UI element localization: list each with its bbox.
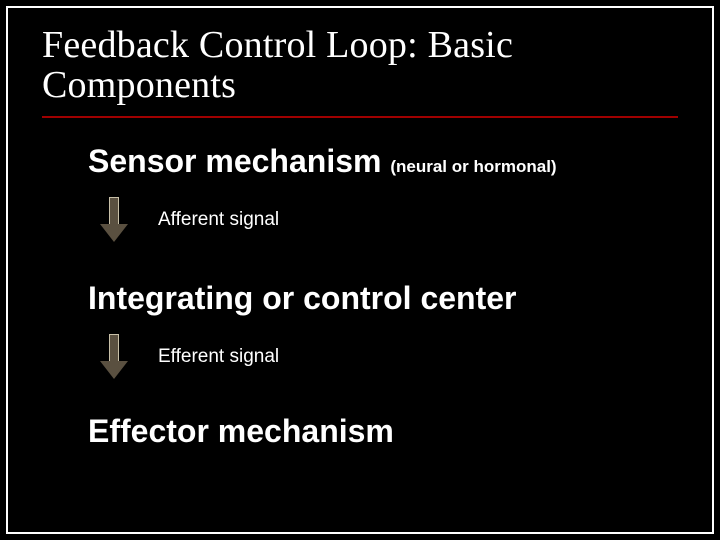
down-arrow-icon (100, 334, 128, 380)
down-arrow-icon (100, 197, 128, 243)
afferent-row: Afferent signal (100, 197, 712, 243)
sensor-main: Sensor mechanism (88, 143, 381, 179)
step-integrating: Integrating or control center (88, 281, 712, 316)
slide-title: Feedback Control Loop: Basic Components (42, 26, 712, 106)
step-effector: Effector mechanism (88, 414, 712, 449)
effector-main: Effector mechanism (88, 413, 394, 449)
integrating-main: Integrating or control center (88, 280, 516, 316)
sensor-sub: (neural or hormonal) (390, 157, 556, 176)
title-block: Feedback Control Loop: Basic Components (8, 8, 712, 106)
step-sensor: Sensor mechanism (neural or hormonal) (88, 144, 712, 179)
afferent-label: Afferent signal (158, 209, 279, 231)
efferent-label: Efferent signal (158, 346, 279, 368)
slide-frame: Feedback Control Loop: Basic Components … (6, 6, 714, 534)
efferent-row: Efferent signal (100, 334, 712, 380)
content-area: Sensor mechanism (neural or hormonal) Af… (8, 118, 712, 450)
